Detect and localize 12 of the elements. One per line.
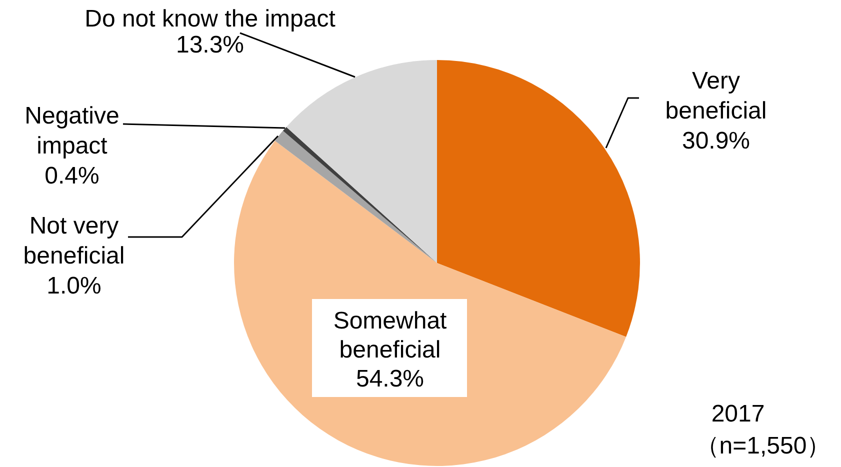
slice-label: Not very beneficial [23, 212, 125, 270]
slice-label: Do not know the impact [84, 6, 336, 33]
slice-label: Negative impact [24, 102, 120, 160]
data-label: 1.0% [46, 272, 102, 300]
text: （n=1,550） [695, 432, 831, 460]
slice-label: Somewhat beneficial [333, 308, 448, 364]
data-label: 0.4% [44, 162, 100, 190]
data-label: 54.3% [356, 366, 424, 393]
slice-label: Very beneficial [665, 68, 767, 125]
data-label: 30.9% [682, 128, 750, 155]
text: 2017 [711, 400, 765, 428]
data-label: 13.3% [176, 32, 244, 59]
